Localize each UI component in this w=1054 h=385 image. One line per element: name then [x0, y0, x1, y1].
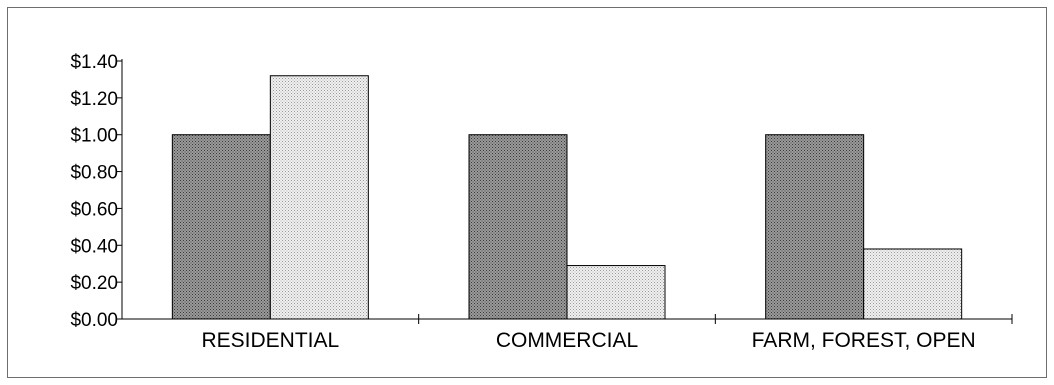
bar-series2-2 [566, 265, 666, 320]
x-tick-label: COMMERCIAL [496, 329, 638, 352]
x-tick-label: RESIDENTIAL [201, 329, 339, 352]
y-tick-label: $0.00 [70, 310, 118, 331]
bar-series1-2 [468, 134, 568, 320]
x-tick-label: FARM, FOREST, OPEN [752, 329, 976, 352]
bar-series2-3 [863, 248, 963, 320]
bar-series1-1 [171, 134, 271, 320]
y-tick-label: $0.60 [70, 199, 118, 220]
bars-group [171, 75, 963, 320]
labels-group: RESIDENTIAL COMMERCIAL FARM, FOREST, OPEN $… [70, 52, 975, 352]
bar-series1-3 [765, 134, 865, 320]
y-tick-label: $1.00 [70, 126, 118, 147]
y-tick-label: $1.20 [70, 89, 118, 110]
y-tick-label: $0.20 [70, 273, 118, 294]
bar-series2-1 [269, 75, 369, 320]
axes-group [116, 59, 1013, 324]
y-tick-label: $0.40 [70, 236, 118, 257]
y-tick-label: $0.80 [70, 163, 118, 184]
y-tick-label: $1.40 [70, 52, 118, 73]
